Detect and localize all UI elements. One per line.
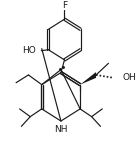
Polygon shape (80, 72, 96, 85)
Text: F: F (62, 1, 67, 10)
Text: HO: HO (22, 46, 36, 55)
Text: NH: NH (54, 125, 68, 134)
Text: OH: OH (123, 73, 136, 82)
